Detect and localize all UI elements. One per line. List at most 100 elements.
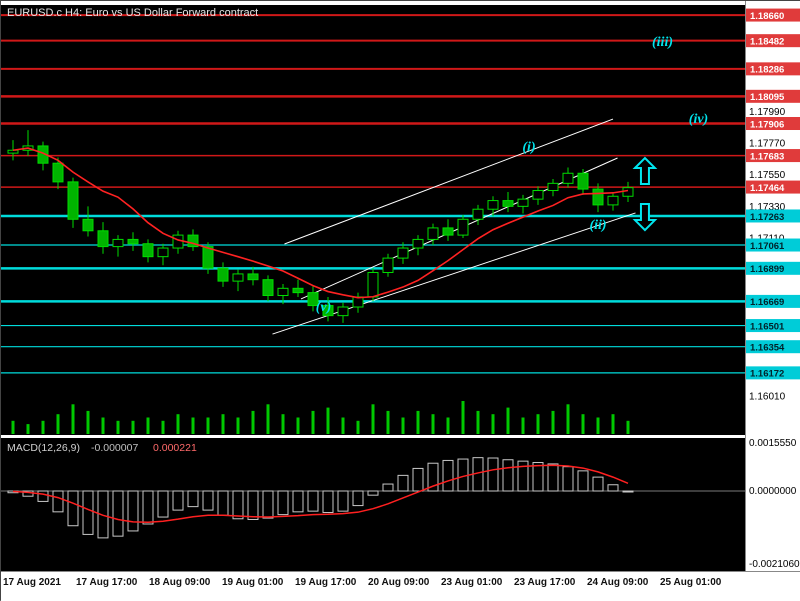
macd-histogram-bar [337,490,349,512]
macd-histogram-bar [97,490,109,539]
macd-histogram-bar [397,474,409,492]
time-axis-label: 24 Aug 09:00 [587,577,649,588]
price-tag-label: 1.18095 [750,92,785,103]
price-scale-label: 1.17990 [749,107,786,118]
main-chart-pane[interactable] [1,5,745,435]
price-tag [746,209,800,223]
candle-body [382,257,394,273]
macd-histogram-bar [367,490,379,496]
volume-bar [101,417,105,434]
volume-bars [11,401,630,434]
candle-body [307,292,319,307]
price-tag-label: 1.17464 [750,183,785,194]
macd-scale-min: -0.0021060 [749,559,800,570]
macd-histogram-bar [382,483,394,492]
volume-bar [206,417,210,434]
candle-body [337,306,349,317]
volume-bar [161,420,165,434]
volume-bar [296,417,300,434]
macd-histogram-bar [247,490,259,520]
chart-symbol-title: EURUSD.c H4: Euro vs US Dollar Forward c… [7,7,258,19]
volume-bar [611,414,615,434]
pane-separator[interactable] [1,435,800,438]
volume-bar [86,410,90,434]
candle-body [112,238,124,248]
candle-body [607,195,619,206]
wave-label[interactable]: (iii) [652,35,673,50]
wave-label[interactable]: (v) [316,300,332,315]
candle-body [247,273,259,281]
price-tag-label: 1.17906 [750,119,784,130]
volume-bar [266,404,270,434]
volume-bar [341,417,345,434]
volume-bar [176,414,180,434]
volume-bar [551,410,555,434]
macd-histogram-bar [532,462,544,492]
candle-body [547,182,559,192]
time-axis-label: 19 Aug 17:00 [295,577,357,588]
ma-line[interactable] [12,147,629,299]
volume-bar [191,417,195,434]
price-tag-label: 1.17061 [750,241,785,252]
macd-histogram-bar [142,490,154,525]
volume-bar [521,417,525,434]
volume-bar [281,414,285,434]
macd-histogram-bar [622,490,634,493]
macd-indicator [1,457,745,539]
volume-bar [536,414,540,434]
volume-bar [236,417,240,434]
candle-body [292,287,304,294]
moving-average [12,147,629,299]
macd-histogram-bar [487,457,499,492]
price-scale-label: 1.16010 [749,392,786,403]
time-axis-label: 23 Aug 01:00 [441,577,503,588]
volume-bar [401,417,405,434]
volume-bar [116,420,120,434]
volume-bar [581,414,585,434]
price-tag [746,340,800,354]
price-tag-label: 1.18286 [750,65,784,76]
candle-body [577,172,589,190]
wave-label[interactable]: (iv) [689,112,708,127]
volume-bar [56,414,60,434]
candle-body [262,279,274,297]
volume-bar [356,420,360,434]
macd-histogram-bar [517,460,529,492]
volume-bar [251,410,255,434]
candle-body [277,287,289,297]
price-tag-label: 1.16899 [750,264,784,275]
volume-bar [26,424,30,434]
wave-label[interactable]: (i) [522,140,535,155]
volume-bar [446,417,450,434]
price-tag-label: 1.16172 [750,369,784,380]
macd-histogram-bar [112,490,124,537]
time-axis-label: 25 Aug 01:00 [660,577,722,588]
macd-histogram-bar [442,459,454,492]
candle-body [37,145,49,164]
volume-bar [596,417,600,434]
up-arrow-object[interactable] [632,156,658,186]
macd-histogram-bar [277,490,289,516]
price-tag [746,180,800,194]
macd-label: MACD(12,26,9) [7,442,80,454]
time-axis-label: 17 Aug 2021 [3,577,61,588]
volume-bar [41,420,45,434]
trendline[interactable] [284,118,614,245]
price-tag-label: 1.17263 [750,212,784,223]
price-tag [746,89,800,103]
macd-histogram-bar [292,490,304,513]
price-tag [746,261,800,275]
wave-label[interactable]: (ii) [589,218,606,233]
annotations: (iii) (iv) (i) (ii) (v) [316,35,708,315]
candle-body [67,181,79,220]
macd-scale-zero: 0.0000000 [749,486,797,497]
candle-body [532,190,544,200]
macd-value: -0.000007 [91,442,138,454]
down-arrow-object[interactable] [632,203,658,232]
volume-bar [11,420,15,434]
macd-pane[interactable] [1,438,745,571]
price-tag-label: 1.18660 [750,11,784,22]
time-axis[interactable] [1,572,800,601]
candle-body [517,198,529,207]
macd-histogram-bar [547,463,559,492]
